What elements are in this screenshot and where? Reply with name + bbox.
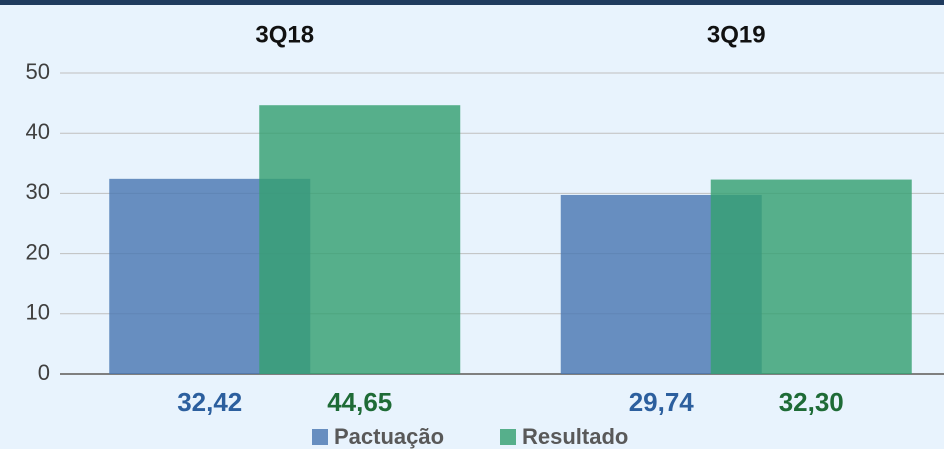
bar [710,179,912,374]
y-tick-label: 30 [26,179,50,204]
legend-swatch [500,429,516,445]
top-border [0,0,944,5]
category-label: 3Q19 [707,21,766,48]
y-tick-label: 40 [26,119,50,144]
legend-label: Resultado [522,424,628,449]
value-label: 44,65 [327,387,392,417]
legend-label: Pactuação [334,424,444,449]
y-tick-label: 50 [26,59,50,84]
value-label: 32,30 [779,387,844,417]
legend-swatch [312,429,328,445]
y-tick-label: 20 [26,239,50,264]
value-label: 32,42 [177,387,242,417]
bar [259,105,461,374]
category-label: 3Q18 [255,21,314,48]
value-label: 29,74 [629,387,695,417]
y-tick-label: 0 [38,360,50,385]
y-tick-label: 10 [26,300,50,325]
